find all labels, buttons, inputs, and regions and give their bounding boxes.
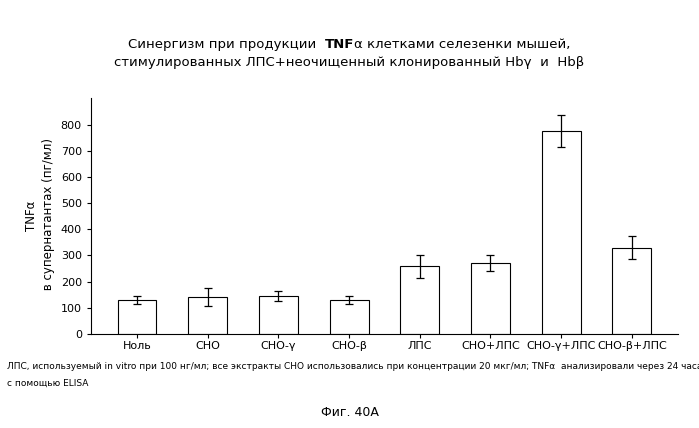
Bar <box>188 297 227 334</box>
Text: стимулированных ЛПС+неочищенный клонированный Hbγ  и  Hbβ: стимулированных ЛПС+неочищенный клониров… <box>115 56 584 68</box>
Text: TNF: TNF <box>325 39 354 51</box>
Text: Фиг. 40А: Фиг. 40А <box>321 407 378 419</box>
Text: α клетками селезенки мышей,: α клетками селезенки мышей, <box>354 39 571 51</box>
Bar <box>471 263 510 334</box>
Y-axis label: TNFα
 в супернатантах (пг/мл): TNFα в супернатантах (пг/мл) <box>25 138 55 294</box>
Bar <box>259 296 298 334</box>
Bar <box>117 300 157 334</box>
Bar <box>330 300 368 334</box>
Bar <box>542 131 581 334</box>
Text: ЛПС, используемый in vitro при 100 нг/мл; все экстракты СНО использовались при к: ЛПС, используемый in vitro при 100 нг/мл… <box>7 362 699 371</box>
Bar <box>612 247 651 334</box>
Text: с помощью ELISA: с помощью ELISA <box>7 379 88 388</box>
Bar <box>401 266 439 334</box>
Text: Синергизм при продукции: Синергизм при продукции <box>128 39 325 51</box>
